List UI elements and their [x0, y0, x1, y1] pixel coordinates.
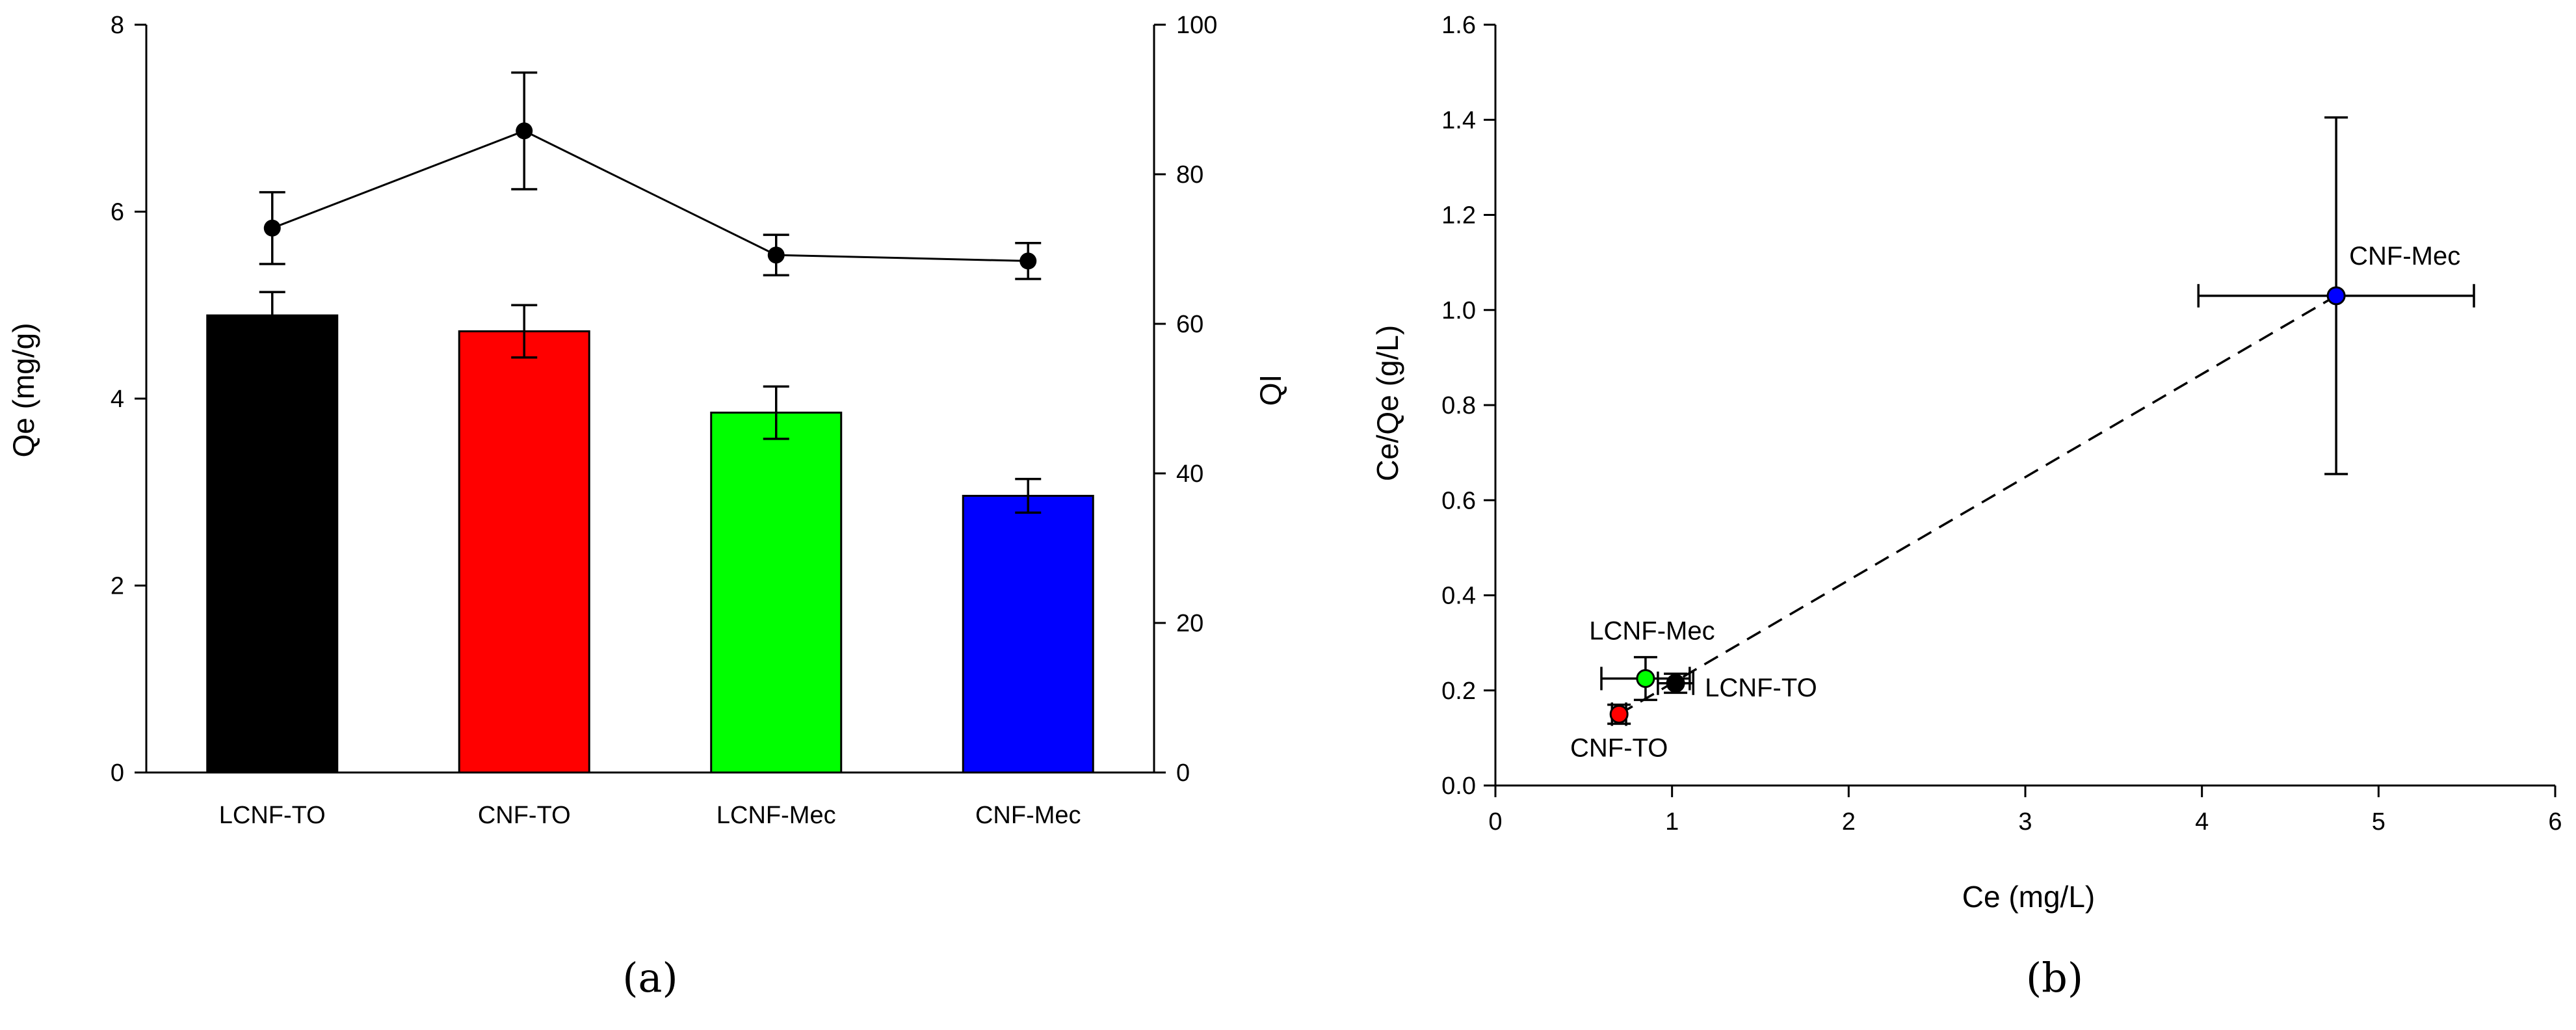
chart-b-y-tick-label: 1.4	[1441, 107, 1476, 134]
chart-a-y-tick-label: 0	[111, 759, 124, 787]
chart-b-y-tick-label: 1.6	[1441, 12, 1476, 39]
point-cnf-to	[1609, 704, 1629, 724]
chart-b-x-tick-label: 0	[1488, 808, 1502, 836]
chart-b-y-tick-label: 0.2	[1441, 678, 1476, 705]
qi-point-lcnf-to	[263, 219, 281, 237]
qi-line	[272, 129, 1029, 262]
chart-b-y-tick-label: 0.4	[1441, 583, 1476, 610]
chart-b: 0 1 2 3 4 5 6 0.0 0.2 0.4 0.6 0.8 1.0 1.2 1.4 1.6 LCNF-…	[1371, 12, 2562, 1001]
chart-a-y-tick-label: 8	[111, 12, 124, 39]
chart-a-y2-tick-label: 0	[1176, 759, 1190, 787]
point-label-lcnf-to: LCNF-TO	[1705, 674, 1817, 702]
chart-b-x-tick-label: 5	[2372, 808, 2385, 836]
chart-a-y-axis-label: Qe (mg/g)	[7, 323, 40, 457]
qi-point-cnf-mec	[1019, 252, 1037, 270]
chart-a-y-tick-label: 4	[111, 386, 124, 413]
qi-point-lcnf-mec	[767, 246, 785, 264]
point-label-lcnf-mec: LCNF-Mec	[1589, 616, 1715, 645]
fit-line	[1618, 295, 2337, 715]
chart-a-y2-tick-label: 20	[1176, 610, 1203, 637]
chart-b-x-tick-label: 3	[2018, 808, 2032, 836]
chart-a-y-tick-label: 6	[111, 199, 124, 226]
chart-b-y-tick-label: 0.6	[1441, 487, 1476, 514]
chart-b-y-tick-label: 1.2	[1441, 202, 1476, 230]
bar-lcnf-mec	[710, 412, 843, 774]
chart-a-x-tick-label: CNF-Mec	[975, 802, 1081, 829]
chart-a-y2-tick-label: 80	[1176, 161, 1203, 189]
chart-a-x-tick-label: LCNF-Mec	[716, 802, 836, 829]
bar-lcnf-to	[206, 314, 339, 774]
point-cnf-mec	[2326, 286, 2346, 306]
chart-b-x-tick-label: 2	[1842, 808, 1856, 836]
chart-b-y-axis-label: Ce/Qe (g/L)	[1371, 325, 1404, 481]
chart-a-y2-tick-label: 40	[1176, 460, 1203, 488]
chart-a-y2-axis-label: QI	[1254, 375, 1287, 406]
chart-b-panel-label: (b)	[2026, 954, 2083, 1001]
chart-b-y-tick-label: 1.0	[1441, 297, 1476, 324]
chart-b-y-tick-label: 0.8	[1441, 392, 1476, 419]
point-lcnf-mec	[1636, 668, 1655, 688]
chart-b-x-axis-label: Ce (mg/L)	[1962, 880, 2095, 914]
point-label-cnf-mec: CNF-Mec	[2349, 242, 2460, 271]
chart-a-panel-label: (a)	[622, 954, 677, 1001]
chart-a-y2-tick-label: 100	[1176, 12, 1217, 39]
chart-a-x-tick-label: CNF-TO	[478, 802, 571, 829]
chart-a-y2-tick-label: 60	[1176, 311, 1203, 338]
chart-a-y-tick-label: 2	[111, 573, 124, 600]
qi-point-cnf-to	[516, 122, 533, 140]
chart-b-x-tick-label: 6	[2548, 808, 2562, 836]
point-lcnf-to	[1666, 674, 1685, 693]
chart-b-x-tick-label: 1	[1665, 808, 1679, 836]
chart-b-y-tick-label: 0.0	[1441, 773, 1476, 800]
bar-cnf-to	[458, 330, 590, 774]
bar-cnf-mec	[962, 495, 1094, 774]
chart-a-x-tick-label: LCNF-TO	[219, 802, 326, 829]
point-label-cnf-to: CNF-TO	[1570, 733, 1668, 762]
chart-b-x-tick-label: 4	[2195, 808, 2209, 836]
